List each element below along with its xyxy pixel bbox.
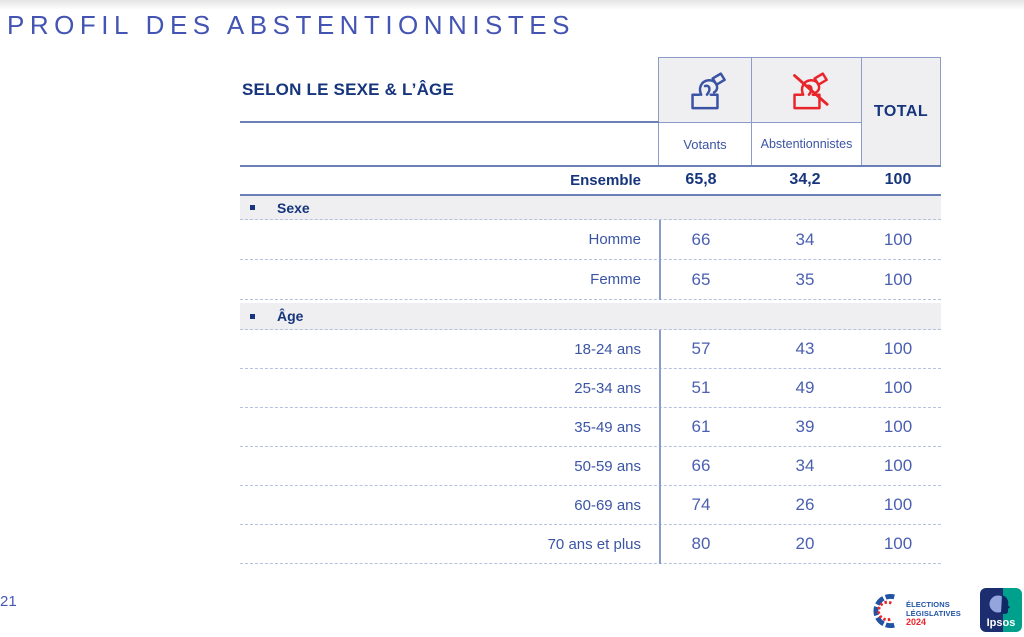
cell-total: 100 [883,339,913,358]
row-label: 60-69 ans [574,496,641,514]
ensemble-bottom-line [240,194,941,196]
table-caption: SELON LE SEXE & L’ÂGE [242,79,455,99]
page-number: 21 [0,593,17,610]
cell-total: 100 [883,269,913,289]
cell-abstentionnistes: 20 [795,534,815,553]
table-row-ensemble: Ensemble 65,8 34,2 100 [240,166,941,194]
ipsos-wordmark: Ipsos [986,617,1016,629]
ballot-hand-crossed-icon [784,65,830,116]
row-label: Femme [590,271,641,288]
table-row: Femme 65 35 100 [240,260,941,300]
table-row: 25-34 ans 51 49 100 [240,369,941,408]
abstentionnistes-icon-cell [751,57,862,123]
column-header-votants: Votants [658,122,752,166]
row-label: 50-59 ans [574,457,641,475]
cell-votants: 65 [691,269,711,289]
elections-c-arc-icon [866,592,903,635]
table-row: Homme 66 34 100 [240,220,941,260]
header-divider-line [240,121,659,123]
bullet-icon [250,313,255,319]
row-label: 70 ans et plus [547,535,641,553]
cell-votants: 66 [691,456,711,475]
ballot-hand-icon [682,65,728,116]
table-row: 60-69 ans 74 26 100 [240,486,941,525]
cell-abstentionnistes: 43 [795,339,815,358]
column-header-abstentionnistes: Abstentionnistes [751,122,862,166]
column-divider-line [659,220,661,300]
cell-votants: 57 [691,339,711,358]
cell-votants: 74 [691,495,711,514]
table-row: 35-49 ans 61 39 100 [240,408,941,447]
row-label: Homme [588,231,641,248]
cell-votants: 51 [691,378,711,397]
cell-votants: 66 [691,229,711,249]
rows-group-sexe: Homme 66 34 100 Femme 65 35 100 [240,220,941,300]
bullet-icon [250,205,255,210]
section-title: Âge [277,308,304,324]
rows-group-age: 18-24 ans 57 43 100 25-34 ans 51 49 100 … [240,330,941,564]
row-label: 18-24 ans [574,340,641,358]
row-label: 25-34 ans [574,379,641,397]
elections-legislatives-logo: ÉLECTIONS LÉGISLATIVES 2024 [866,592,966,634]
ipsos-face-icon [989,595,1010,614]
cell-votants: 61 [691,417,711,436]
cell-votants: 80 [691,534,711,553]
votants-icon-cell [658,57,752,123]
cell-total: 100 [883,378,913,397]
elections-logo-line1: ÉLECTIONS [906,599,950,609]
cell-abstentionnistes: 34 [795,456,815,475]
elections-logo-line3: 2024 [906,616,927,627]
column-header-total: TOTAL [861,57,941,166]
cell-total: 100 [883,495,913,514]
top-edge-strip [0,0,1024,9]
cell-total: 100 [883,534,913,553]
row-label: 35-49 ans [574,418,641,436]
cell-abstentionnistes: 34,2 [789,171,821,188]
cell-total: 100 [883,417,913,436]
row-label: Ensemble [570,171,641,189]
cell-total: 100 [883,456,913,475]
cell-abstentionnistes: 26 [795,495,815,514]
cell-total: 100 [884,171,912,188]
header-bottom-line [240,165,941,167]
section-header-age: Âge [240,303,941,330]
page-title: PROFIL DES ABSTENTIONNISTES [7,10,575,40]
cell-abstentionnistes: 35 [795,269,815,289]
ipsos-logo: Ipsos [980,588,1022,632]
cell-abstentionnistes: 49 [795,378,815,397]
elections-logo-line2: LÉGISLATIVES [906,608,961,618]
section-header-sexe: Sexe [240,196,941,220]
table-row: 50-59 ans 66 34 100 [240,447,941,486]
cell-abstentionnistes: 39 [795,417,815,436]
section-title: Sexe [277,199,310,216]
cell-votants: 65,8 [685,171,717,188]
table-row: 18-24 ans 57 43 100 [240,330,941,369]
table-row: 70 ans et plus 80 20 100 [240,525,941,564]
cell-total: 100 [883,229,913,249]
column-divider-line [659,330,661,564]
cell-abstentionnistes: 34 [795,229,815,249]
